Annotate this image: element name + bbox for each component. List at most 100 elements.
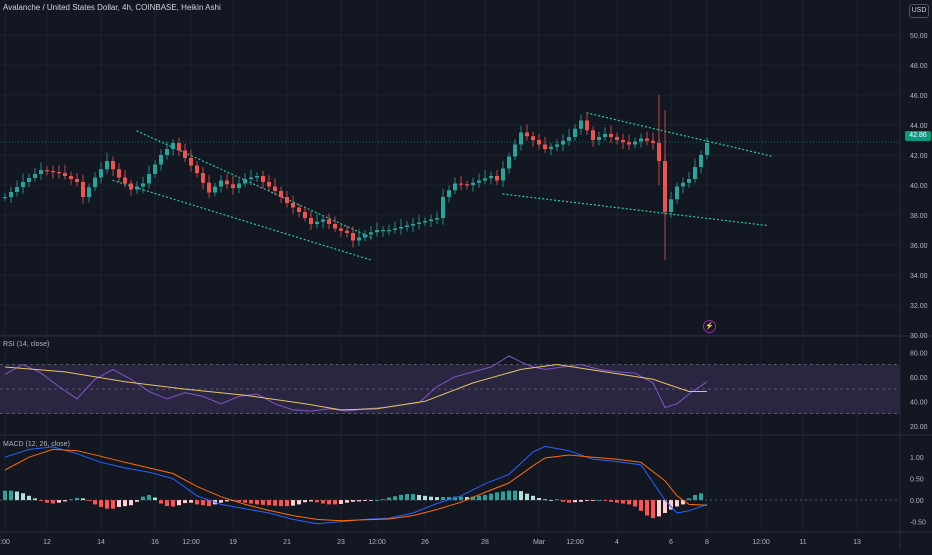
signal-line	[4, 448, 708, 522]
macd-line	[4, 445, 708, 525]
candle-body	[579, 120, 583, 129]
candle-body	[513, 144, 517, 157]
candle-body	[273, 186, 277, 191]
price-tick-label: 50.00	[910, 33, 928, 40]
candle-body	[525, 132, 529, 137]
time-tick-label: 6	[669, 539, 673, 546]
macd-histogram-bar	[123, 500, 127, 507]
candle-body	[69, 176, 73, 179]
price-axis[interactable]: 50.00 48.00 46.00 44.00 42.00 40.00 38.00 36.00…	[910, 33, 928, 527]
macd-histogram-bar	[465, 497, 469, 501]
macd-histogram-bar	[513, 490, 517, 501]
candle-body	[231, 184, 235, 188]
candle-body	[705, 143, 709, 155]
macd-histogram-bar	[141, 496, 145, 501]
candle-body	[177, 143, 181, 151]
candle-body	[315, 221, 319, 224]
macd-histogram-bar	[483, 494, 487, 501]
rsi-tick-label: 20.00	[910, 424, 928, 431]
candle-body	[87, 187, 91, 197]
candle-body	[303, 212, 307, 218]
time-tick-label: 11	[799, 539, 806, 546]
candle-body	[447, 190, 451, 197]
candle-body	[471, 182, 475, 185]
trendlines[interactable]	[112, 112, 774, 261]
macd-histogram-bar	[219, 500, 223, 503]
candle-body	[99, 169, 103, 178]
rsi-label[interactable]: RSI (14, close)	[3, 341, 50, 348]
macd-histogram-bar	[369, 500, 373, 501]
candle-body	[501, 168, 505, 181]
trendline	[586, 112, 774, 158]
macd-histogram-bar	[495, 492, 499, 501]
macd-histogram-bar	[423, 495, 427, 501]
macd-histogram-bar	[177, 500, 181, 506]
macd-tick-label: 1.00	[910, 455, 924, 462]
lightning-icon[interactable]: ⚡	[703, 320, 716, 333]
candle-body	[333, 224, 337, 229]
macd-histogram-bar	[603, 500, 607, 501]
candle-body	[105, 161, 109, 170]
candle-body	[483, 178, 487, 181]
macd-histogram-bar	[417, 494, 421, 501]
macd-histogram-bar	[657, 500, 661, 517]
macd-histogram-bar	[567, 500, 571, 503]
candle-body	[243, 179, 247, 184]
macd-histogram-bar	[15, 491, 19, 501]
candle-body	[633, 141, 637, 145]
macd-histogram-bar	[651, 500, 655, 519]
candle-body	[489, 176, 493, 179]
macd-histogram-bar	[345, 500, 349, 503]
candle-body	[57, 172, 61, 174]
candle-body	[681, 182, 685, 187]
candle-body	[195, 165, 199, 173]
macd-label[interactable]: MACD (12, 26, close)	[3, 441, 70, 448]
macd-histogram-bar	[105, 500, 109, 509]
candle-body	[225, 180, 229, 185]
candle-body	[435, 218, 439, 220]
candle-body	[603, 134, 607, 137]
candle-body	[171, 143, 175, 149]
time-tick-label: 12	[43, 539, 51, 546]
candle-body	[159, 155, 163, 165]
macd-histogram-bar	[111, 500, 115, 509]
candle-body	[285, 197, 289, 203]
candle-body	[153, 164, 157, 174]
price-tick-label: 44.00	[910, 123, 928, 130]
macd-histogram-bar	[399, 494, 403, 501]
candle-body	[189, 158, 193, 166]
macd-histogram-bar	[3, 490, 7, 501]
chart-title: Avalanche / United States Dollar, 4h, CO…	[3, 3, 221, 12]
candle-body	[111, 161, 115, 170]
macd-histogram-bar	[597, 500, 601, 501]
candle-body	[255, 176, 259, 178]
macd-histogram-bar	[267, 500, 271, 506]
candle-body	[477, 180, 481, 183]
macd-histogram-bar	[357, 500, 361, 502]
currency-button[interactable]: USD	[909, 4, 929, 18]
macd-histogram-bar	[351, 500, 355, 502]
candle-body	[567, 137, 571, 141]
macd-histogram-bar	[621, 500, 625, 504]
candle-body	[39, 170, 43, 174]
time-axis[interactable]: :00 12 14 16 12:00 19 21 23 12:00 26 28 Mar 12:00 4 6 8…	[0, 539, 861, 546]
candle-body	[615, 137, 619, 140]
macd-histogram-bar	[309, 500, 313, 502]
candle-body	[183, 150, 187, 158]
rsi-line	[4, 355, 708, 412]
candle-body	[609, 134, 613, 137]
candle-body	[75, 179, 79, 182]
macd-histogram-bar	[315, 500, 319, 503]
macd-histogram-bar	[627, 500, 631, 505]
candle-body	[465, 184, 469, 186]
macd-histogram-bar	[699, 493, 703, 501]
candle-body	[627, 142, 631, 145]
candle-body	[213, 186, 217, 193]
candle-body	[591, 130, 595, 140]
candle-body	[237, 183, 241, 188]
candle-body	[423, 221, 427, 223]
macd-histogram-bar	[291, 500, 295, 506]
macd-histogram-bar	[435, 497, 439, 501]
